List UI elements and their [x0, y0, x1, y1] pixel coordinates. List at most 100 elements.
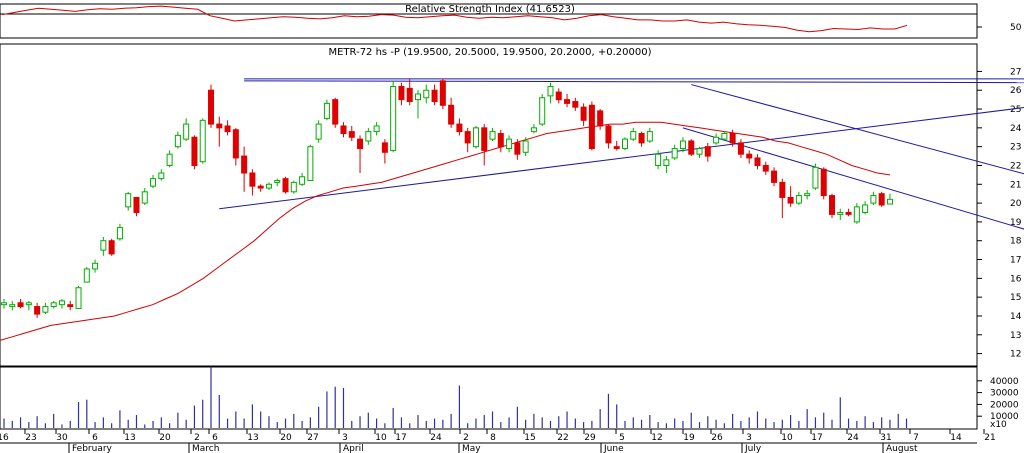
candle [431, 84, 438, 106]
candle [787, 186, 794, 207]
candle-body [406, 87, 413, 103]
price-tick-label: 19 [1010, 218, 1022, 228]
candle-body [125, 193, 132, 208]
candle-body [754, 157, 761, 166]
candle-body [67, 304, 74, 308]
volume-unit-label: x10 [990, 420, 1007, 430]
candle-body [174, 134, 181, 148]
x-day-label: 8 [490, 433, 496, 443]
candle [572, 97, 579, 111]
candle-body [83, 268, 90, 283]
candle [696, 146, 703, 158]
candle-body [472, 127, 479, 148]
candle [555, 88, 562, 104]
candle-body [497, 132, 504, 148]
trendline [691, 84, 1024, 175]
candle [381, 139, 388, 164]
candle-body [423, 89, 430, 99]
candle [497, 129, 504, 153]
candle-body [373, 125, 380, 133]
x-month-label: February [72, 444, 113, 453]
price-panel-frame [0, 43, 978, 367]
candle [415, 90, 421, 119]
volume-tick-label: 10000 [990, 412, 1019, 422]
candle [837, 208, 844, 221]
candle [481, 124, 488, 166]
x-day-label: 6 [212, 433, 218, 443]
candle-body [92, 262, 99, 270]
candle [746, 150, 753, 164]
x-day-label: 26 [711, 433, 723, 443]
price-tick-label: 25 [1010, 105, 1021, 115]
candle [580, 103, 587, 126]
candle [141, 188, 148, 205]
candle-body [241, 155, 248, 174]
candle-body [299, 176, 306, 185]
candle-body [265, 183, 272, 189]
candle-body [481, 127, 488, 151]
x-day-label: 6 [92, 433, 98, 443]
candle-body [862, 204, 869, 214]
rsi-panel: Relative Strength Index (41.6523) 50 [0, 3, 1022, 39]
candle-body [804, 193, 811, 197]
candle [390, 80, 397, 153]
candle-body [315, 123, 322, 140]
candle-body [597, 110, 604, 127]
candle [439, 78, 446, 110]
candle-body [671, 148, 678, 159]
candle [307, 144, 314, 182]
trendline [219, 107, 1024, 210]
candle-body [323, 102, 330, 119]
x-day-label: 21 [984, 433, 995, 443]
candle [597, 109, 604, 130]
candle [191, 135, 198, 170]
price-tick-label: 16 [1010, 274, 1022, 284]
candle [779, 178, 786, 219]
x-month-label: August [886, 444, 918, 453]
candle [464, 127, 471, 153]
candle [754, 154, 761, 170]
candle-body [448, 104, 455, 125]
candle [605, 124, 612, 149]
x-day-label: 30 [56, 433, 68, 443]
candle-body [663, 159, 670, 166]
candle [448, 97, 455, 128]
candle-body [514, 142, 521, 155]
x-day-label: 2 [463, 433, 469, 443]
candle [845, 208, 852, 217]
candle-body [829, 195, 835, 215]
price-tick-label: 17 [1010, 256, 1021, 266]
candle [878, 191, 885, 207]
candle-body [588, 104, 595, 150]
x-axis-month-labels: February March April May June July August [68, 443, 918, 453]
candle [216, 116, 223, 147]
candle [472, 125, 479, 149]
candle-body [141, 191, 148, 204]
candle [456, 118, 463, 136]
candle [870, 191, 877, 205]
candle-body [191, 136, 198, 166]
candle [257, 184, 264, 192]
candle-body [737, 142, 744, 155]
candle-body [290, 181, 297, 193]
candle [530, 124, 537, 134]
candle [489, 127, 496, 142]
candle [886, 193, 893, 205]
x-day-label: 20 [280, 433, 292, 443]
candle-body [274, 180, 281, 183]
candle [514, 139, 521, 160]
moving-average-line [0, 121, 891, 341]
candle-body [886, 198, 893, 205]
rsi-title: Relative Strength Index (41.6523) [405, 4, 575, 15]
candle-body [870, 195, 877, 204]
candle-body [232, 129, 239, 159]
x-day-label: 22 [557, 433, 568, 443]
candle-body [779, 181, 786, 198]
candle [829, 193, 835, 219]
candle [729, 129, 736, 147]
candle-body [845, 212, 852, 215]
x-day-label: 16 [0, 433, 9, 443]
candle [630, 127, 637, 142]
candle-body [224, 125, 231, 133]
